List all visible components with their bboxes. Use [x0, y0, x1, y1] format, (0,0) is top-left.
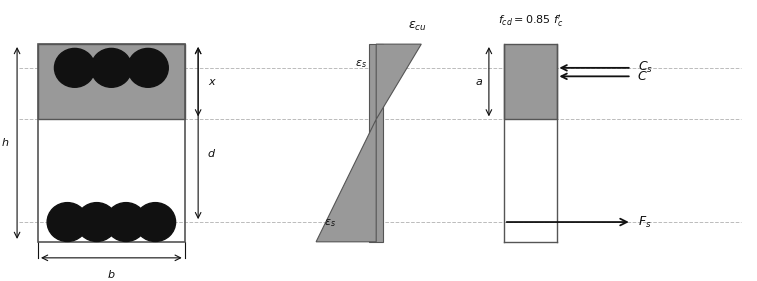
Text: $\varepsilon_{cu}$: $\varepsilon_{cu}$ — [408, 20, 427, 33]
Ellipse shape — [135, 203, 176, 241]
Ellipse shape — [106, 203, 146, 241]
Text: d: d — [208, 149, 215, 159]
Polygon shape — [38, 44, 185, 119]
Ellipse shape — [47, 203, 88, 241]
Text: $C_s$: $C_s$ — [637, 60, 653, 75]
Text: a: a — [475, 77, 482, 87]
Ellipse shape — [76, 203, 117, 241]
Text: C: C — [637, 70, 646, 83]
Text: $f_{cd} = 0.85\ f^{\prime}_{c}$: $f_{cd} = 0.85\ f^{\prime}_{c}$ — [497, 13, 563, 30]
Ellipse shape — [55, 48, 95, 87]
Ellipse shape — [91, 48, 132, 87]
Text: $\varepsilon_s$: $\varepsilon_s$ — [354, 58, 366, 70]
Polygon shape — [369, 44, 383, 242]
Polygon shape — [504, 44, 556, 119]
Text: $\varepsilon_s$: $\varepsilon_s$ — [323, 217, 335, 229]
Text: $F_s$: $F_s$ — [637, 214, 651, 230]
Polygon shape — [316, 119, 376, 242]
Ellipse shape — [128, 48, 168, 87]
Text: x: x — [208, 77, 214, 87]
Text: b: b — [107, 270, 115, 280]
Polygon shape — [376, 44, 422, 119]
Text: h: h — [2, 138, 8, 148]
